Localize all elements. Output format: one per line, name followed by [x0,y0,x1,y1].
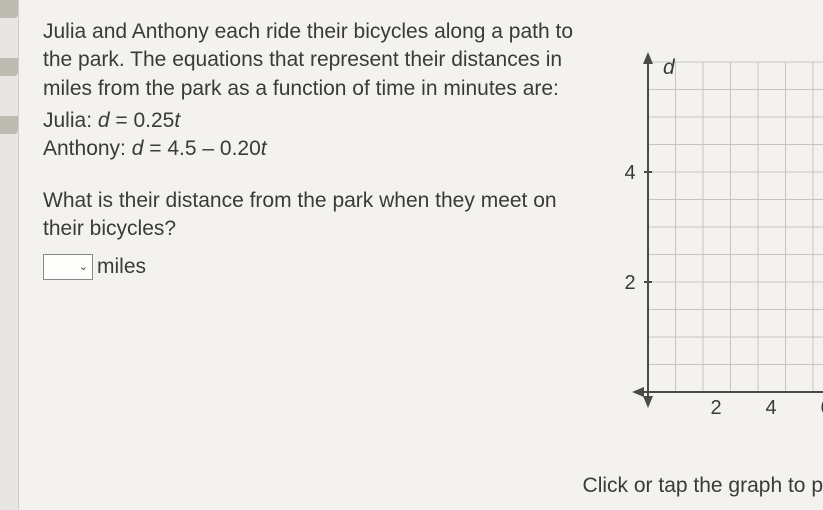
anthony-equation: Anthony: d = 4.5 – 0.20t [43,137,603,161]
bookmark-tab[interactable] [0,116,18,134]
problem-column: Julia and Anthony each ride their bicycl… [43,18,603,280]
answer-select[interactable]: ⌄ [43,254,93,280]
chevron-down-icon: ⌄ [79,260,88,273]
julia-d: d [98,109,110,132]
graph-instruction: Click or tap the graph to p [583,474,823,498]
anthony-d: d [132,137,144,160]
svg-text:2: 2 [624,272,635,294]
worksheet-page: Julia and Anthony each ride their bicycl… [18,0,823,510]
anthony-rhs: = 4.5 – 0.20 [143,137,260,160]
svg-text:2: 2 [710,397,721,419]
julia-equation: Julia: d = 0.25t [43,109,603,133]
answer-row: ⌄ miles [43,254,603,280]
axis-d-label: d [663,56,676,79]
bookmark-tab[interactable] [0,58,18,76]
unit-label: miles [97,255,146,279]
bookmark-tab[interactable] [0,0,18,18]
anthony-t: t [261,137,267,160]
julia-rhs: = 0.25 [110,109,175,132]
svg-text:4: 4 [624,162,635,184]
julia-t: t [174,109,180,132]
question-text: What is their distance from the park whe… [43,187,603,244]
graph-column: d 42 246 [608,50,823,450]
graph-area[interactable]: d 42 246 [608,50,823,410]
julia-label: Julia: [43,109,98,132]
problem-intro: Julia and Anthony each ride their bicycl… [43,18,603,103]
svg-text:4: 4 [765,397,776,419]
anthony-label: Anthony: [43,137,132,160]
coordinate-graph[interactable]: d 42 246 [608,50,823,420]
